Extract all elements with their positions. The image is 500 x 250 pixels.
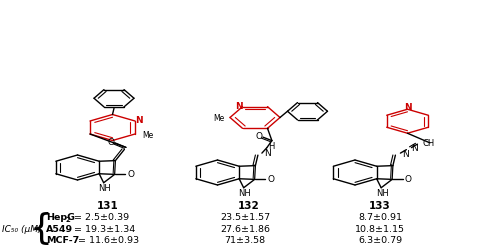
Text: N: N bbox=[235, 102, 243, 111]
Text: N: N bbox=[404, 103, 411, 112]
Text: IC₅₀ (μM): IC₅₀ (μM) bbox=[2, 225, 41, 234]
Text: N: N bbox=[264, 149, 270, 158]
Text: = 19.3±1.34: = 19.3±1.34 bbox=[71, 225, 135, 234]
Text: CH: CH bbox=[422, 138, 434, 147]
Text: {: { bbox=[30, 212, 52, 246]
Text: 23.5±1.57: 23.5±1.57 bbox=[220, 214, 270, 222]
Text: N: N bbox=[134, 116, 142, 125]
Text: 6.3±0.79: 6.3±0.79 bbox=[358, 236, 402, 245]
Text: O: O bbox=[127, 170, 134, 179]
Text: NH: NH bbox=[238, 189, 251, 198]
Text: O: O bbox=[108, 138, 114, 147]
Text: NH: NH bbox=[98, 184, 111, 193]
Text: MCF-7: MCF-7 bbox=[46, 236, 79, 245]
Text: 71±3.58: 71±3.58 bbox=[224, 236, 266, 245]
Text: NH: NH bbox=[376, 189, 388, 198]
Text: 27.6±1.86: 27.6±1.86 bbox=[220, 225, 270, 234]
Text: = 11.6±0.93: = 11.6±0.93 bbox=[75, 236, 139, 245]
Text: O: O bbox=[267, 175, 274, 184]
Text: 131: 131 bbox=[96, 201, 118, 211]
Text: O: O bbox=[256, 132, 262, 141]
Text: = 2.5±0.39: = 2.5±0.39 bbox=[71, 214, 129, 222]
Text: N: N bbox=[412, 144, 418, 153]
Text: N: N bbox=[402, 150, 408, 159]
Text: Me: Me bbox=[142, 130, 154, 140]
Text: 132: 132 bbox=[238, 201, 260, 211]
Text: H: H bbox=[268, 142, 275, 150]
Text: 10.8±1.15: 10.8±1.15 bbox=[355, 225, 405, 234]
Text: 2: 2 bbox=[66, 217, 71, 223]
Text: O: O bbox=[404, 175, 411, 184]
Text: 133: 133 bbox=[369, 201, 391, 211]
Text: 8.7±0.91: 8.7±0.91 bbox=[358, 214, 402, 222]
Text: HepG: HepG bbox=[46, 214, 75, 222]
Text: Me: Me bbox=[214, 114, 225, 123]
Text: A549: A549 bbox=[46, 225, 73, 234]
